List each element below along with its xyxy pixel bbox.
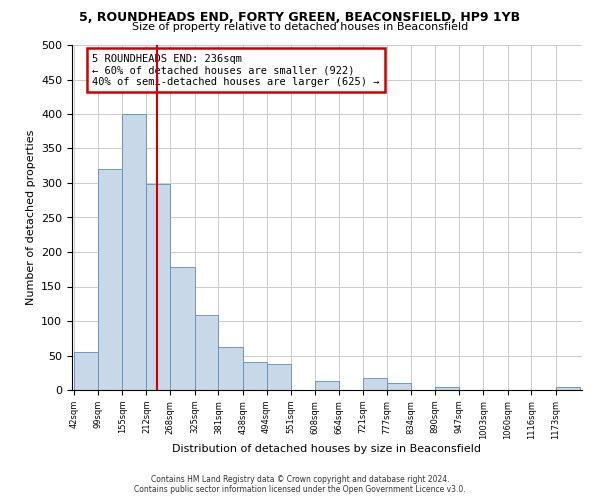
- Y-axis label: Number of detached properties: Number of detached properties: [26, 130, 35, 305]
- Bar: [315, 381, 339, 390]
- Bar: [556, 386, 580, 390]
- Bar: [170, 267, 194, 390]
- Bar: [122, 114, 146, 390]
- Bar: [266, 364, 291, 390]
- Text: Contains HM Land Registry data © Crown copyright and database right 2024.
Contai: Contains HM Land Registry data © Crown c…: [134, 474, 466, 494]
- Bar: [74, 352, 98, 390]
- Text: 5, ROUNDHEADS END, FORTY GREEN, BEACONSFIELD, HP9 1YB: 5, ROUNDHEADS END, FORTY GREEN, BEACONSF…: [79, 11, 521, 24]
- Text: Size of property relative to detached houses in Beaconsfield: Size of property relative to detached ho…: [132, 22, 468, 32]
- Bar: [194, 316, 218, 390]
- Bar: [387, 383, 411, 390]
- Bar: [218, 346, 243, 390]
- Bar: [243, 362, 266, 390]
- X-axis label: Distribution of detached houses by size in Beaconsfield: Distribution of detached houses by size …: [173, 444, 482, 454]
- Bar: [435, 386, 460, 390]
- Bar: [363, 378, 387, 390]
- Text: 5 ROUNDHEADS END: 236sqm
← 60% of detached houses are smaller (922)
40% of semi-: 5 ROUNDHEADS END: 236sqm ← 60% of detach…: [92, 54, 380, 87]
- Bar: [98, 169, 122, 390]
- Bar: [146, 184, 170, 390]
